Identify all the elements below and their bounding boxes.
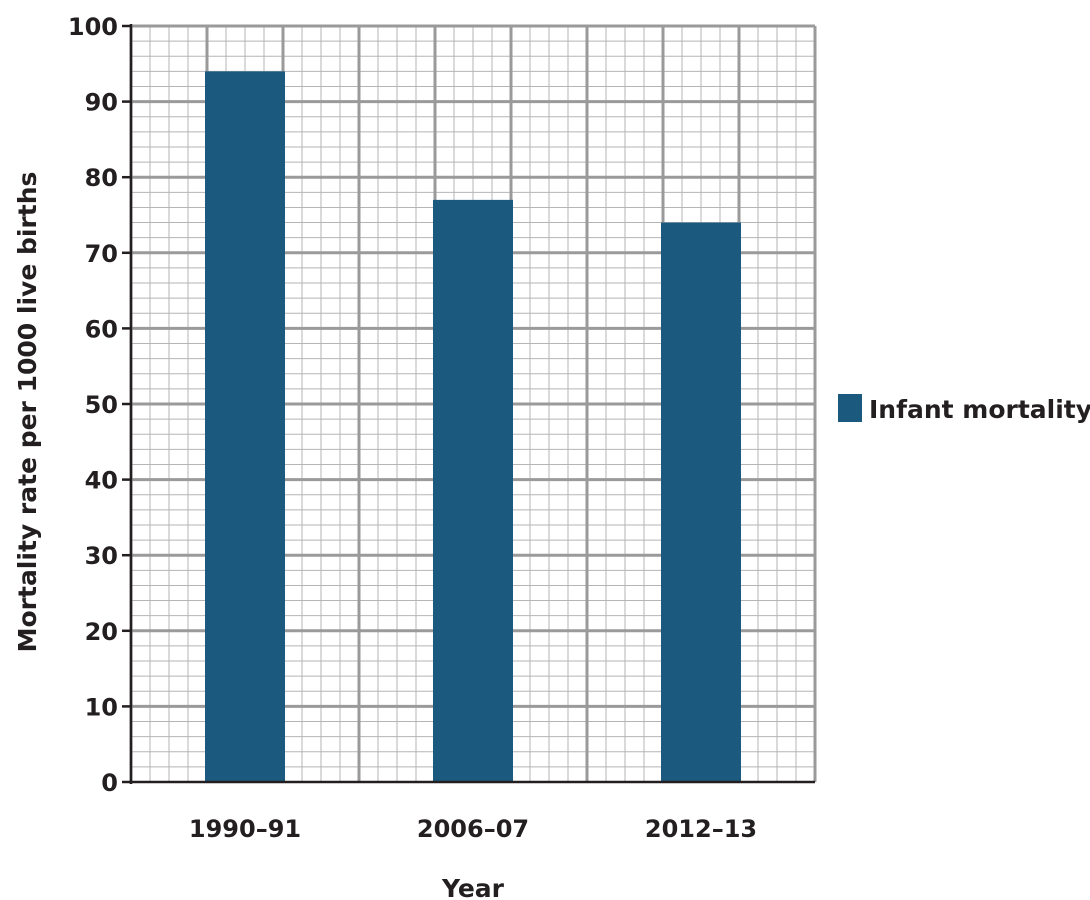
legend: Infant mortality xyxy=(838,394,1090,424)
y-tick-label: 50 xyxy=(85,391,118,419)
y-tick-label: 10 xyxy=(85,693,118,721)
x-tick-label: 1990–91 xyxy=(189,815,301,843)
y-axis-title: Mortality rate per 1000 live births xyxy=(13,172,42,653)
bars xyxy=(205,71,741,783)
y-tick-label: 60 xyxy=(85,315,118,343)
axes xyxy=(122,24,815,784)
y-tick-labels: 0 10 20 30 40 50 60 70 80 90 100 xyxy=(68,13,118,797)
bar-1990–91 xyxy=(205,71,285,783)
y-tick-label: 0 xyxy=(101,769,118,797)
bar-2012–13 xyxy=(661,222,741,782)
y-tick-label: 20 xyxy=(85,618,118,646)
x-axis-title: Year xyxy=(441,874,505,900)
x-tick-label: 2012–13 xyxy=(645,815,757,843)
bar-2006–07 xyxy=(433,199,513,782)
y-tick-label: 80 xyxy=(85,164,118,192)
x-tick-label: 2006–07 xyxy=(417,815,529,843)
x-tick-labels: 1990–91 2006–07 2012–13 xyxy=(189,815,757,843)
y-tick-label: 90 xyxy=(85,89,118,117)
y-tick-label: 70 xyxy=(85,240,118,268)
y-tick-label: 40 xyxy=(85,467,118,495)
y-tick-label: 100 xyxy=(68,13,118,41)
legend-swatch xyxy=(838,394,862,422)
y-tick-label: 30 xyxy=(85,542,118,570)
legend-label: Infant mortality xyxy=(869,395,1090,424)
